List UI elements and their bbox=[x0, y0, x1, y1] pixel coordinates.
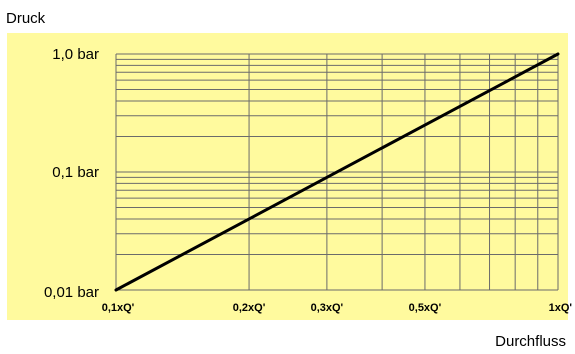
y-tick-label: 1,0 bar bbox=[52, 46, 99, 63]
y-axis-label: Druck bbox=[6, 10, 46, 27]
y-tick-label: 0,1 bar bbox=[52, 164, 99, 181]
grid-lines bbox=[115, 53, 559, 291]
x-tick-label: 0,5xQ' bbox=[409, 302, 442, 314]
x-tick-label: 0,3xQ' bbox=[311, 302, 344, 314]
x-axis-label: Durchfluss bbox=[495, 333, 566, 350]
x-tick-label: 1xQ' bbox=[549, 302, 573, 314]
x-tick-labels: 0,1xQ' 0,2xQ' 0,3xQ' 0,5xQ' 1xQ' bbox=[102, 302, 573, 314]
plot-area bbox=[7, 33, 568, 320]
y-tick-label: 0,01 bar bbox=[44, 284, 99, 301]
series-line bbox=[114, 52, 560, 292]
x-tick-label: 0,2xQ' bbox=[233, 302, 266, 314]
x-tick-label: 0,1xQ' bbox=[102, 302, 135, 314]
y-tick-labels: 0,01 bar 0,1 bar 1,0 bar bbox=[44, 46, 99, 301]
